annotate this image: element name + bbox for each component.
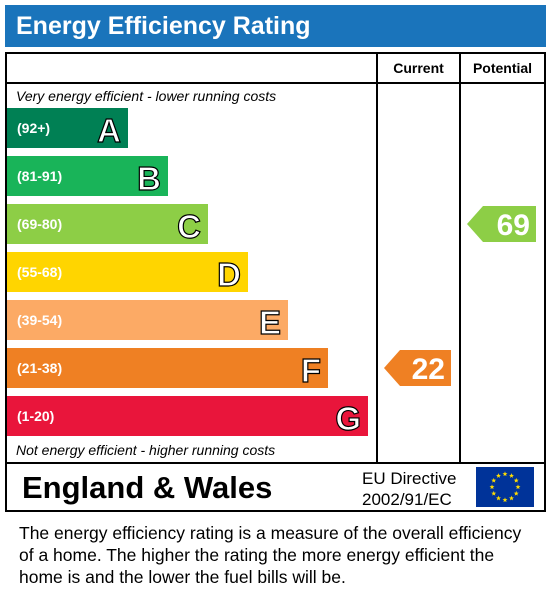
potential-rating-arrow — [467, 206, 536, 242]
band-letter-d: D — [217, 256, 241, 293]
column-divider-current — [376, 52, 378, 462]
eu-directive: EU Directive 2002/91/EC — [362, 468, 456, 510]
band-range-e: (39-54) — [17, 312, 62, 328]
eu-star-icon — [489, 484, 495, 490]
eu-star-icon — [491, 490, 497, 496]
eu-star-icon — [513, 490, 519, 496]
region-label: England & Wales — [22, 470, 273, 505]
band-letter-a: A — [97, 112, 121, 149]
bottom-note: Not energy efficient - higher running co… — [16, 442, 276, 458]
band-bar-c — [7, 204, 208, 244]
directive-line-1: EU Directive — [362, 469, 457, 488]
band-bar-b — [7, 156, 168, 196]
band-letter-g: G — [335, 400, 361, 437]
column-header-current: Current — [393, 60, 444, 76]
eu-star-icon — [515, 484, 521, 490]
band-letter-c: C — [177, 208, 201, 245]
eu-star-icon — [496, 473, 501, 478]
directive-line-2: 2002/91/EC — [362, 490, 452, 509]
column-divider-potential — [459, 52, 461, 462]
band-bar-g — [7, 396, 368, 436]
eu-star-icon — [502, 497, 508, 503]
band-range-b: (81-91) — [17, 168, 62, 184]
page-title: Energy Efficiency Rating — [5, 5, 546, 47]
band-bar-f — [7, 348, 328, 388]
top-note: Very energy efficient - lower running co… — [16, 88, 277, 104]
eu-flag-icon — [476, 467, 534, 507]
description-text: The energy efficiency rating is a measur… — [19, 523, 522, 587]
band-bar-d — [7, 252, 248, 292]
band-letter-e: E — [259, 304, 281, 341]
current-rating-value: 22 — [412, 353, 445, 386]
band-letter-f: F — [301, 352, 321, 389]
eu-star-icon — [509, 495, 514, 501]
band-range-g: (1-20) — [17, 408, 54, 424]
eu-star-icon — [491, 477, 497, 483]
eu-star-icon — [513, 477, 519, 483]
eu-star-icon — [496, 495, 501, 501]
footer-divider — [5, 462, 546, 464]
potential-rating-value: 69 — [497, 209, 530, 242]
eu-star-icon — [509, 473, 514, 478]
rating-frame — [5, 52, 546, 512]
eu-star-icon — [502, 471, 508, 477]
header-divider — [5, 82, 546, 84]
band-letter-b: B — [137, 160, 161, 197]
band-range-a: (92+) — [17, 120, 50, 136]
band-range-f: (21-38) — [17, 360, 62, 376]
band-range-d: (55-68) — [17, 264, 62, 280]
band-range-c: (69-80) — [17, 216, 62, 232]
band-bar-e — [7, 300, 288, 340]
column-header-potential: Potential — [472, 60, 533, 76]
band-bar-a — [7, 108, 128, 148]
current-rating-arrow — [384, 350, 451, 386]
